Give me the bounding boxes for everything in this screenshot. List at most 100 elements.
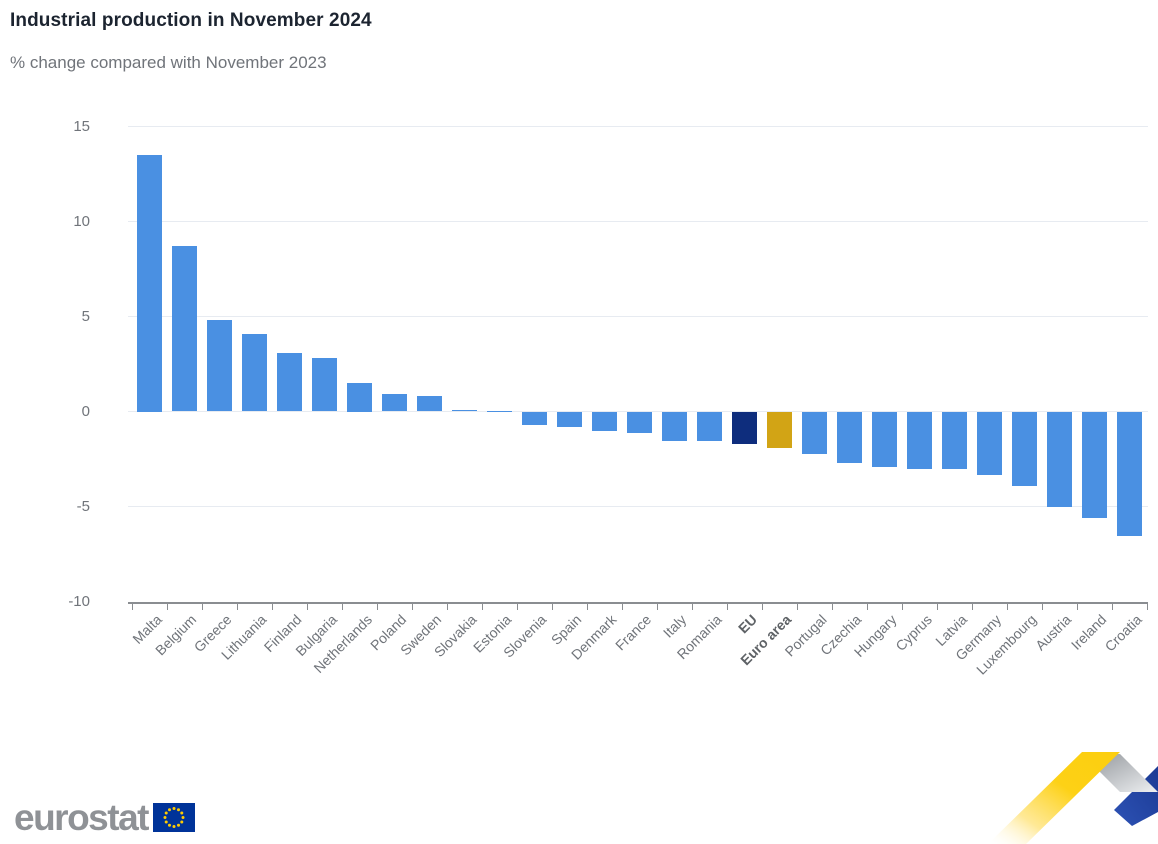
ribbon-yellow-band — [988, 752, 1120, 844]
x-axis-tick — [621, 603, 623, 610]
bar-latvia[interactable] — [941, 412, 967, 469]
eurostat-ribbon-decoration — [988, 752, 1158, 844]
x-axis-tick — [1146, 603, 1148, 610]
bar-croatia[interactable] — [1116, 412, 1142, 536]
bar-spain[interactable] — [556, 412, 582, 428]
x-axis-tick — [341, 603, 343, 610]
eu-flag-star — [172, 825, 176, 828]
bar-czechia[interactable] — [836, 412, 862, 464]
eu-flag-star — [164, 811, 168, 815]
bar-lithuania[interactable] — [241, 333, 267, 412]
x-axis-tick — [831, 603, 833, 610]
eu-flag-star — [163, 816, 167, 819]
eurostat-logo-text: eurostat — [14, 797, 149, 838]
x-axis-tick — [306, 603, 308, 610]
x-axis-tick — [1111, 603, 1113, 610]
x-axis-label: Italy — [660, 611, 690, 641]
x-axis-tick — [901, 603, 903, 610]
x-axis-tick — [411, 603, 413, 610]
bar-portugal[interactable] — [801, 412, 827, 454]
x-axis-tick — [236, 603, 238, 610]
bar-germany[interactable] — [976, 412, 1002, 475]
bar-ireland[interactable] — [1081, 412, 1107, 519]
gridline — [128, 126, 1148, 127]
x-axis-tick — [796, 603, 798, 610]
y-axis-tick-label: -5 — [76, 497, 90, 515]
x-axis-tick — [971, 603, 973, 610]
x-axis-tick — [1006, 603, 1008, 610]
bar-malta[interactable] — [136, 155, 162, 412]
y-axis-tick-label: 0 — [81, 402, 90, 420]
x-axis-tick — [446, 603, 448, 610]
x-axis-label: Austria — [1032, 611, 1075, 654]
bar-finland[interactable] — [276, 352, 302, 412]
x-axis-tick — [1076, 603, 1078, 610]
x-axis-tick — [516, 603, 518, 610]
x-axis-label: Cyprus — [891, 611, 935, 654]
x-axis-tick — [166, 603, 168, 610]
x-axis-tick — [376, 603, 378, 610]
eu-flag-star — [164, 820, 168, 824]
y-axis-tick-label: 10 — [73, 212, 90, 230]
eu-flag-star — [180, 820, 184, 824]
x-axis-tick — [1041, 603, 1043, 610]
x-axis-label: Ireland — [1068, 611, 1110, 653]
bar-hungary[interactable] — [871, 412, 897, 468]
chart-subtitle: % change compared with November 2023 — [10, 53, 327, 72]
bar-bulgaria[interactable] — [311, 358, 337, 412]
x-axis-tick — [761, 603, 763, 610]
x-axis-line — [128, 601, 1148, 604]
eu-flag-star — [167, 823, 171, 827]
bar-cyprus[interactable] — [906, 412, 932, 469]
bar-sweden[interactable] — [416, 396, 442, 412]
bar-austria[interactable] — [1046, 412, 1072, 507]
x-axis-tick — [551, 603, 553, 610]
x-axis-tick — [201, 603, 203, 610]
bar-romania[interactable] — [696, 412, 722, 441]
x-axis-tick — [271, 603, 273, 610]
y-axis-tick-label: 15 — [73, 117, 90, 135]
eu-flag-icon — [152, 803, 195, 832]
y-axis-tick-label: -10 — [68, 592, 90, 610]
bar-poland[interactable] — [381, 394, 407, 412]
bar-slovakia[interactable] — [451, 409, 477, 412]
eu-flag-star — [172, 807, 176, 810]
gridline — [128, 316, 1148, 317]
x-axis-tick — [691, 603, 693, 610]
eu-flag-star — [181, 816, 185, 819]
x-axis-tick — [656, 603, 658, 610]
x-axis-tick — [726, 603, 728, 610]
x-axis-label: EU — [734, 611, 760, 637]
bar-luxembourg[interactable] — [1011, 412, 1037, 487]
eu-flag-star — [167, 808, 171, 812]
gridline — [128, 506, 1148, 507]
x-axis-tick — [131, 603, 133, 610]
bar-france[interactable] — [626, 412, 652, 433]
gridline — [128, 221, 1148, 222]
x-axis-tick — [586, 603, 588, 610]
eu-flag-stars — [163, 807, 185, 828]
bar-italy[interactable] — [661, 412, 687, 441]
eu-flag-star — [176, 823, 180, 827]
x-axis-label: Croatia — [1101, 611, 1145, 655]
y-axis-tick-label: 5 — [81, 307, 90, 325]
bar-greece[interactable] — [206, 320, 232, 412]
bar-euro-area[interactable] — [766, 412, 792, 449]
x-axis-tick — [481, 603, 483, 610]
chart-title: Industrial production in November 2024 — [10, 10, 372, 31]
bar-slovenia[interactable] — [521, 412, 547, 426]
x-axis-tick — [936, 603, 938, 610]
bar-eu[interactable] — [731, 412, 757, 445]
bar-belgium[interactable] — [171, 246, 197, 412]
bar-estonia[interactable] — [486, 410, 512, 412]
bar-netherlands[interactable] — [346, 383, 372, 412]
x-axis-label: France — [612, 611, 655, 654]
gridline — [128, 411, 1148, 412]
eurostat-logo: eurostat — [14, 799, 195, 836]
x-axis-tick — [866, 603, 868, 610]
eu-flag-star — [176, 808, 180, 812]
bar-denmark[interactable] — [591, 412, 617, 431]
eu-flag-star — [180, 811, 184, 815]
